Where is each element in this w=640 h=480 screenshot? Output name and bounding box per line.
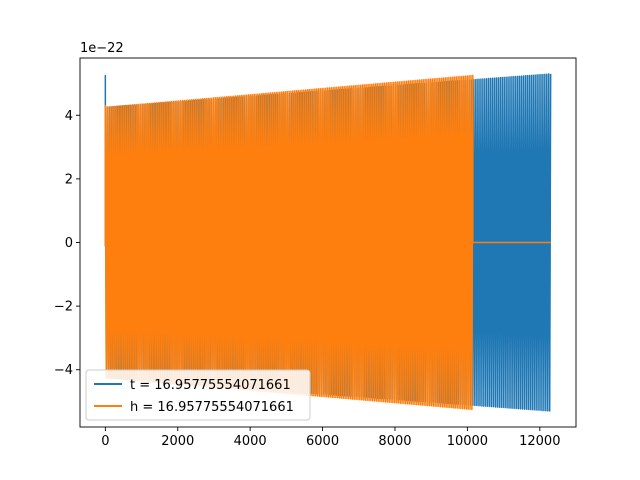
x-tick-label: 4000 xyxy=(234,434,267,449)
y-tick-label: −2 xyxy=(54,300,73,315)
y-tick-label: −4 xyxy=(54,363,73,378)
x-tick-label: 2000 xyxy=(161,434,194,449)
legend-label-t: t = 16.95775554071661 xyxy=(130,378,291,393)
x-tick-label: 12000 xyxy=(519,434,560,449)
y-axis: −4 −2 0 2 4 xyxy=(54,109,80,378)
x-axis: 0 2000 4000 6000 8000 10000 12000 xyxy=(101,427,560,449)
y-tick-label: 0 xyxy=(65,236,73,251)
series-line-h xyxy=(104,74,551,411)
y-tick-label: 4 xyxy=(65,109,73,124)
y-offset-label: 1e−22 xyxy=(80,41,124,56)
legend-label-h: h = 16.95775554071661 xyxy=(130,400,294,415)
y-tick-label: 2 xyxy=(65,172,73,187)
x-tick-label: 8000 xyxy=(378,434,411,449)
legend-box xyxy=(85,369,311,421)
x-tick-label: 0 xyxy=(101,434,109,449)
series-layer xyxy=(104,73,552,412)
legend: t = 16.95775554071661 h = 16.95775554071… xyxy=(85,369,311,421)
x-tick-label: 10000 xyxy=(447,434,488,449)
x-tick-label: 6000 xyxy=(306,434,339,449)
